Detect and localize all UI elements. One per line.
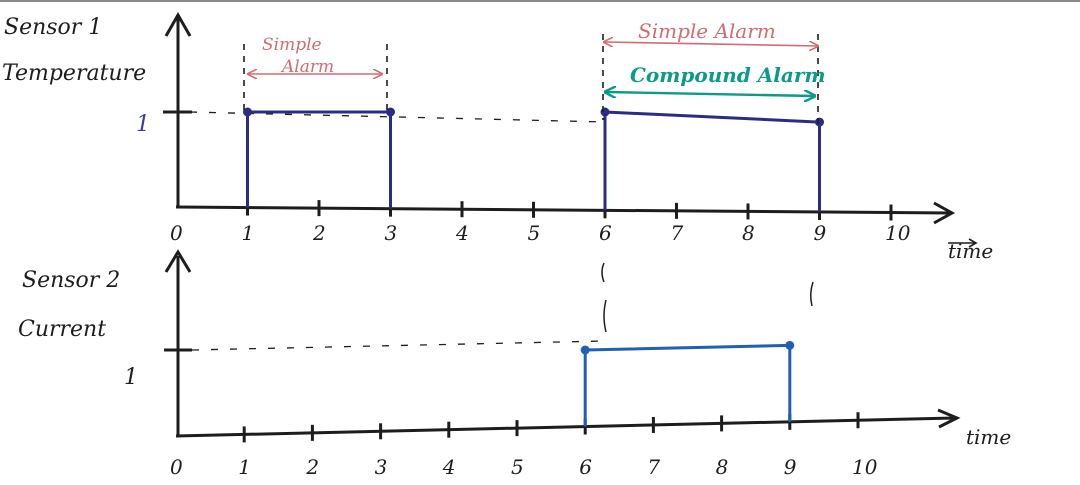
sensor2-y-arrowhead [164,249,192,273]
sensor2-quantity: Current [18,317,106,342]
sensor2-tick-label: 3 [375,455,388,479]
sensor2-pulse-corner [785,340,795,350]
simple-alarm-2-span [605,42,817,46]
sensor2-signal [580,340,795,427]
sensor2-panel: Sensor 2 Current 1 0 1 2 3 4 5 6 7 8 9 10 time [18,249,1011,479]
sensor2-pulse-1 [583,343,792,427]
sensor1-pulse-2 [603,110,821,212]
sensor1-tick-label: 7 [671,221,684,245]
top-border [0,0,1080,2]
sensor2-name: Sensor 2 [22,268,120,293]
sensor2-tick-label: 7 [647,455,660,479]
simple-alarm-1-label: Simple Alarm [262,35,334,77]
sensor1-tick-labels: 0 1 2 3 4 5 6 7 8 9 10 [170,221,911,245]
simple-alarm-2: Simple Alarm [605,19,817,46]
simple-alarm-2-label: Simple Alarm [638,19,776,43]
sensor1-name: Sensor 1 [4,15,102,40]
sensor2-x-arrowhead [937,408,961,429]
sensor1-tick-label: 3 [385,221,398,245]
sensor1-pulse-corner [815,117,824,127]
sensor2-pulse-corner [580,345,590,355]
sensor2-tick-label: 5 [511,455,524,479]
sensor1-pulse-corner [386,107,395,117]
sensor1-tick-label: 8 [742,221,755,245]
sensor1-tick-label: 5 [528,221,541,245]
sensor1-level-guide [189,111,606,123]
sensor2-ticks [242,412,860,443]
simple-alarm-1: Simple Alarm [249,35,381,77]
sensor1-pulse-corner [243,107,252,117]
sensor1-pulse-1 [246,110,392,209]
sensor2-level-label: 1 [124,365,138,390]
sensor2-tick-labels: 0 1 2 3 4 5 6 7 8 9 10 [170,455,878,479]
sensor2-tick-label: 4 [442,455,456,479]
sensor2-tick-label: 0 [170,455,183,479]
sensor1-tick-label: 1 [242,221,255,245]
compound-alarm: Compound Alarm [606,63,826,96]
sensor2-time-label: time [966,425,1011,449]
sensor1-level-label: 1 [136,112,150,137]
sensor1-signal [243,107,824,212]
sensor2-x-axis [175,416,956,438]
sensor2-alarm-boundaries [601,262,814,333]
sensor2-tick-label: 6 [579,455,592,479]
sensor2-tick-label: 10 [852,455,878,479]
sensor2-level-guide [191,340,606,351]
sensor1-panel: Sensor 1 Temperature 1 0 1 2 3 4 5 6 7 8 9 10 time [2,11,993,263]
sensor1-tick-label: 4 [455,221,469,245]
sensor1-x-arrowhead [933,201,956,225]
sensor1-tick-label: 0 [170,221,183,245]
sensor2-tick-label: 9 [784,455,797,479]
sensor1-tick-label: 6 [599,221,612,245]
sensor1-tick-label: 2 [312,221,326,245]
sensor2-tick-label: 8 [716,455,729,479]
compound-alarm-span [606,92,814,96]
sensor2-tick-label: 2 [305,455,319,479]
sensor1-x-axis [175,205,951,215]
sensor1-tick-label: 9 [814,221,827,245]
compound-alarm-label: Compound Alarm [630,63,826,87]
sensor1-pulse-corner [600,107,610,117]
sensor1-tick-label: 10 [885,221,911,245]
sensor2-tick-label: 1 [238,455,251,479]
sensor1-quantity: Temperature [2,61,146,86]
sensor1-y-arrowhead [164,11,192,37]
